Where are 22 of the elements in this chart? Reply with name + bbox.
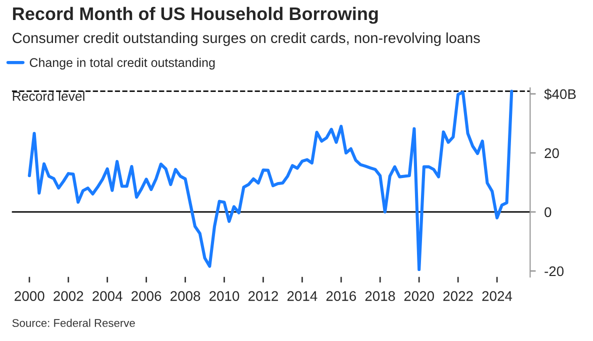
y-tick-label: 0 [544, 207, 552, 218]
x-tick-label: 2020 [404, 291, 434, 301]
legend-label: Change in total credit outstanding [30, 58, 215, 70]
y-tick-label: -20 [544, 266, 564, 276]
x-tick-label: 2014 [287, 291, 318, 301]
x-tick-label: 2004 [92, 291, 122, 301]
x-tick-label: 2000 [14, 291, 44, 301]
ref-line-label: Record level [12, 91, 84, 101]
x-tick-label: 2006 [132, 291, 162, 301]
source-note: Source: Federal Reserve [12, 318, 135, 327]
x-tick-label: 2012 [248, 291, 278, 301]
y-tick-label: $40B [544, 88, 576, 100]
x-tick-label: 2016 [326, 291, 356, 301]
x-tick-label: 2010 [209, 291, 240, 301]
x-tick-label: 2024 [482, 291, 512, 301]
x-tick-label: 2022 [443, 291, 473, 301]
chart-subtitle: Consumer credit outstanding surges on credit cards, non-revolving loans [12, 32, 480, 46]
y-tick-label: 20 [544, 148, 559, 158]
x-tick-label: 2018 [365, 291, 395, 301]
x-tick-label: 2002 [54, 291, 84, 301]
x-tick-label: 2008 [170, 291, 200, 301]
chart-title: Record Month of US Household Borrowing [13, 6, 378, 24]
